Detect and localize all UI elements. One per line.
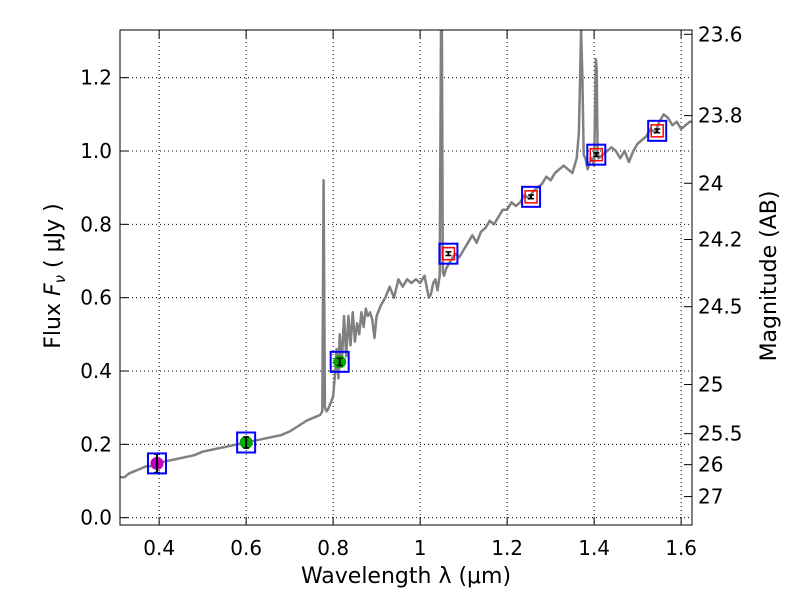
mag-tick-label: 25.5 [698,422,743,446]
x-tick-label: 1.6 [665,536,697,560]
mag-tick-label: 24 [698,171,723,195]
y-tick-label: 1.2 [80,66,112,90]
y-axis-label-symbol: F [41,283,66,296]
y-tick-label: 0.0 [80,506,112,530]
y-tick-label: 0.4 [80,359,112,383]
model-band-box [586,143,607,166]
y-axis-label-suffix: ( μJy ) [41,203,66,275]
photometry-point [647,119,668,142]
x-tick-label: 0.4 [143,536,175,560]
model-band-box [647,119,668,142]
y-tick-label: 1.0 [80,139,112,163]
model-band-box [438,242,459,265]
x-axis-label: Wavelength λ (μm) [301,564,511,589]
y-axis-label-subscript: ν [51,275,69,283]
x-tick-label: 1 [414,536,427,560]
x-tick-label: 1.4 [578,536,610,560]
photometry-marker [524,190,538,204]
mag-tick-label: 23.6 [698,22,743,46]
mag-tick-label: 24.2 [698,228,743,252]
y-tick-label: 0.2 [80,432,112,456]
spectrum-series [120,30,692,479]
photometry-marker [441,246,456,261]
x-tick-label: 1.2 [491,536,523,560]
y-axis-label: Flux Fν ( μJy ) [41,203,69,348]
model-band-box [329,350,350,373]
photometry-point [329,350,350,373]
y-tick-label: 0.8 [80,212,112,236]
model-band-box [521,185,542,208]
model-band-box [236,431,257,454]
y-axis-label-prefix: Flux [41,296,66,349]
photometry-point [438,242,459,265]
photometry-marker [589,147,604,162]
x-tick-label: 0.8 [317,536,349,560]
mag-tick-label: 27 [698,485,723,509]
photometry-marker [650,124,664,138]
spectrum-line [120,30,692,479]
photometry-point [521,185,542,208]
y2-axis-label: Magnitude (AB) [757,191,782,362]
y-tick-label: 0.6 [80,286,112,310]
mag-tick-label: 25 [698,373,723,397]
mag-tick-label: 26 [698,453,723,477]
model-band-box [146,452,167,475]
photometry-point [586,143,607,166]
x-tick-label: 0.6 [230,536,262,560]
photometry-point [236,431,257,454]
photometry-points [146,119,668,475]
plot-area-frame [119,29,693,526]
mag-tick-label: 23.8 [698,104,743,128]
mag-tick-label: 24.5 [698,295,743,319]
photometry-point [146,452,167,475]
axis-ticks: 0.4 0.6 0.8 1 1.2 1.4 1.6 0.0 0.2 0.4 0.6 0.8 1.0 1.2… [80,22,742,560]
